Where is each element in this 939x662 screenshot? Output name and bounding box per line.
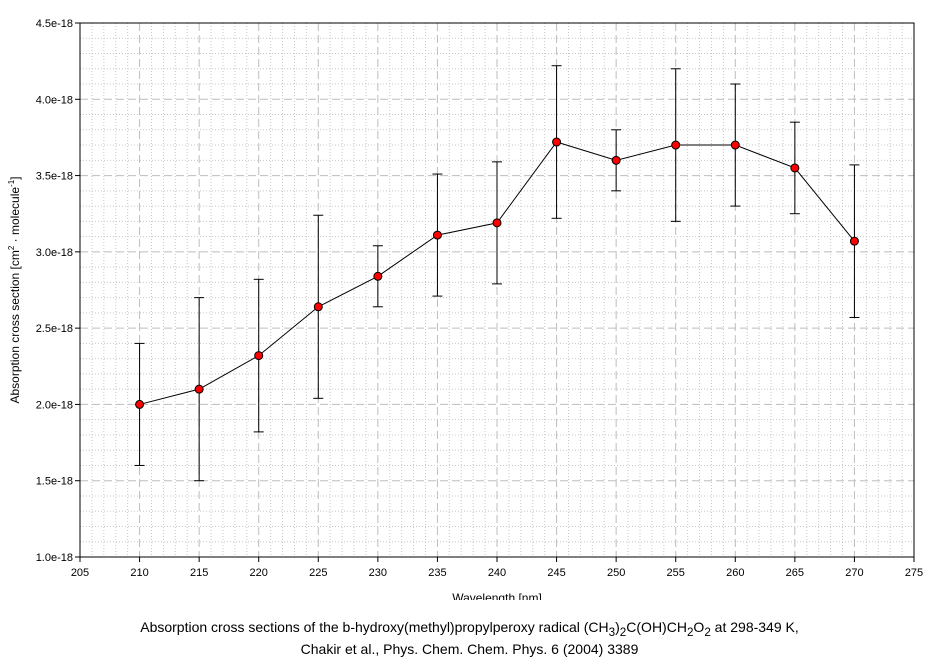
x-tick-label: 265	[786, 567, 804, 579]
data-point	[432, 230, 442, 240]
x-tick-label: 270	[845, 567, 863, 579]
x-tick-label: 230	[369, 567, 387, 579]
data-point	[254, 351, 264, 361]
data-point	[790, 163, 800, 173]
series	[134, 65, 860, 482]
caption-line-2: Chakir et al., Phys. Chem. Chem. Phys. 6…	[300, 641, 639, 657]
y-tick-label: 2.5e-18	[36, 323, 73, 335]
grid	[80, 23, 914, 557]
y-tick-label: 2.0e-18	[36, 399, 73, 411]
x-axis-label: Wavelength [nm]	[452, 591, 542, 600]
data-point	[313, 302, 323, 312]
x-tick-label: 245	[547, 567, 565, 579]
x-tick-label: 275	[905, 567, 923, 579]
data-point	[849, 236, 859, 246]
data-point	[373, 271, 383, 281]
caption-line-1: Absorption cross sections of the b-hydro…	[140, 619, 799, 639]
y-tick-label: 1.5e-18	[36, 476, 73, 488]
x-tick-label: 235	[428, 567, 446, 579]
data-point	[611, 155, 621, 165]
data-point	[492, 218, 502, 228]
y-tick-label: 4.0e-18	[36, 94, 73, 106]
y-axis-label: Absorption cross section [cm2 · molecule…	[7, 176, 22, 403]
x-tick-label: 250	[607, 567, 625, 579]
x-tick-label: 210	[130, 567, 148, 579]
x-tick-label: 225	[309, 567, 327, 579]
y-tick-label: 3.5e-18	[36, 171, 73, 183]
data-point	[730, 140, 740, 150]
data-point	[671, 140, 681, 150]
ticks: 205 210 215 220 225 230 235 240 245 250 255 260 265 2…	[36, 18, 923, 579]
x-tick-label: 215	[190, 567, 208, 579]
data-point	[194, 384, 204, 394]
data-point	[135, 399, 145, 409]
y-tick-label: 4.5e-18	[36, 18, 73, 30]
x-tick-label: 240	[488, 567, 506, 579]
chart: 205 210 215 220 225 230 235 240 245 250 255 260 265 2…	[7, 18, 923, 600]
x-tick-label: 260	[726, 567, 744, 579]
data-point	[552, 137, 562, 147]
y-tick-label: 3.0e-18	[36, 247, 73, 259]
x-tick-label: 220	[250, 567, 268, 579]
y-tick-label: 1.0e-18	[36, 552, 73, 564]
x-tick-label: 205	[71, 567, 89, 579]
x-tick-label: 255	[667, 567, 685, 579]
